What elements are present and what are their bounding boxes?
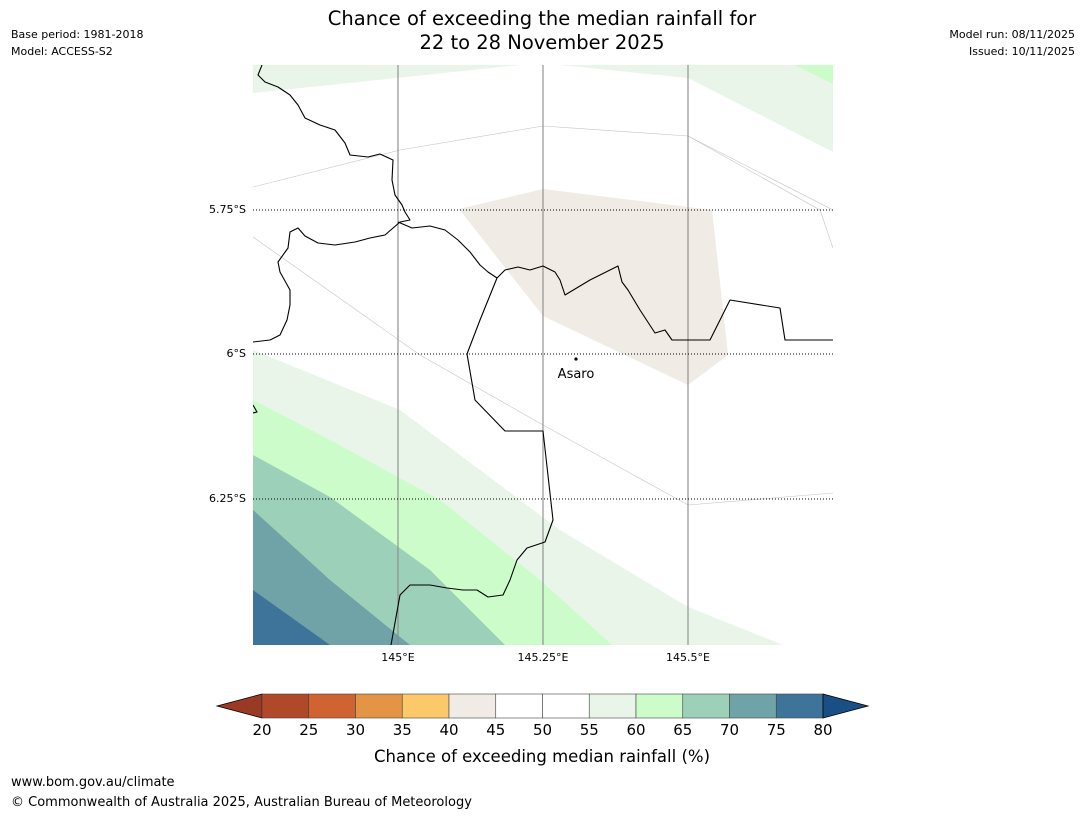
colorbar-tick-label: 50 xyxy=(533,721,552,739)
colorbar xyxy=(215,693,870,719)
contour-60-65-top-right xyxy=(795,65,833,84)
contour-75-80 xyxy=(253,590,330,645)
colorbar-segment xyxy=(588,693,637,719)
contour-70-75 xyxy=(253,510,410,645)
colorbar-label: Chance of exceeding median rainfall (%) xyxy=(374,747,710,766)
colorbar-segment xyxy=(542,693,590,719)
metadata-right: Model run: 08/11/2025 Issued: 10/11/2025 xyxy=(949,26,1075,60)
title-line-1: Chance of exceeding the median rainfall … xyxy=(327,7,757,30)
lat-label-6s: 6°S xyxy=(227,347,246,360)
parallel-lines xyxy=(253,209,833,500)
colorbar-tick-labels: 20 25 30 35 40 45 50 55 60 65 70 75 80 xyxy=(252,721,832,739)
colorbar-segment xyxy=(729,693,777,719)
colorbar-extend-low xyxy=(215,693,263,719)
colorbar-tick-label: 80 xyxy=(813,721,832,739)
colorbar-segment xyxy=(401,693,450,719)
colorbar-segment xyxy=(261,693,310,719)
title-line-2: 22 to 28 November 2025 xyxy=(419,31,665,54)
colorbar-extend-high xyxy=(822,693,870,719)
model-text: Model: ACCESS-S2 xyxy=(11,45,113,58)
contour-40-45 xyxy=(459,189,728,385)
colorbar-tick-label: 75 xyxy=(767,721,786,739)
colorbar-tick-label: 35 xyxy=(393,721,412,739)
asaro-label: Asaro xyxy=(558,367,595,382)
colorbar-segment xyxy=(635,693,684,719)
colorbar-tick-label: 20 xyxy=(252,721,271,739)
colorbar-segment xyxy=(495,693,543,719)
asaro-location-marker xyxy=(574,357,578,361)
colorbar-tick-label: 40 xyxy=(439,721,458,739)
colorbar-tick-label: 45 xyxy=(486,721,505,739)
issued-text: Issued: 10/11/2025 xyxy=(968,45,1075,58)
footer-url: www.bom.gov.au/climate xyxy=(11,775,175,790)
metadata-left: Base period: 1981-2018 Model: ACCESS-S2 xyxy=(11,26,143,60)
footer-copyright: © Commonwealth of Australia 2025, Austra… xyxy=(11,795,472,810)
contour-55-60-top-left xyxy=(253,65,520,93)
lon-label-145-5e: 145.5°E xyxy=(666,651,710,664)
lon-label-145-25e: 145.25°E xyxy=(518,651,569,664)
colorbar-segment xyxy=(682,693,730,719)
colorbar-tick-label: 30 xyxy=(346,721,365,739)
map-area: Asaro xyxy=(253,65,833,645)
lat-label-6-25s: 6.25°S xyxy=(209,492,246,505)
lon-label-145e: 145°E xyxy=(381,651,414,664)
colorbar-tick-label: 60 xyxy=(626,721,645,739)
contour-55-60-top-right xyxy=(560,65,833,152)
model-run-text: Model run: 08/11/2025 xyxy=(949,28,1075,41)
meridian-lines xyxy=(397,65,689,645)
colorbar-segment xyxy=(308,693,356,719)
colorbar-segment xyxy=(448,693,497,719)
colorbar-tick-label: 70 xyxy=(720,721,739,739)
lat-label-5-75s: 5.75°S xyxy=(209,203,246,216)
page-title: Chance of exceeding the median rainfall … xyxy=(242,7,842,55)
colorbar-tick-label: 55 xyxy=(580,721,599,739)
colorbar-segment xyxy=(355,693,403,719)
colorbar-tick-label: 65 xyxy=(673,721,692,739)
colorbar-tick-label: 25 xyxy=(299,721,318,739)
latitude-labels: 5.75°S 6°S 6.25°S xyxy=(209,203,246,505)
longitude-labels: 145°E 145.25°E 145.5°E xyxy=(381,651,710,664)
province-boundaries xyxy=(253,65,833,645)
base-period-text: Base period: 1981-2018 xyxy=(11,28,144,41)
colorbar-segment xyxy=(775,693,824,719)
